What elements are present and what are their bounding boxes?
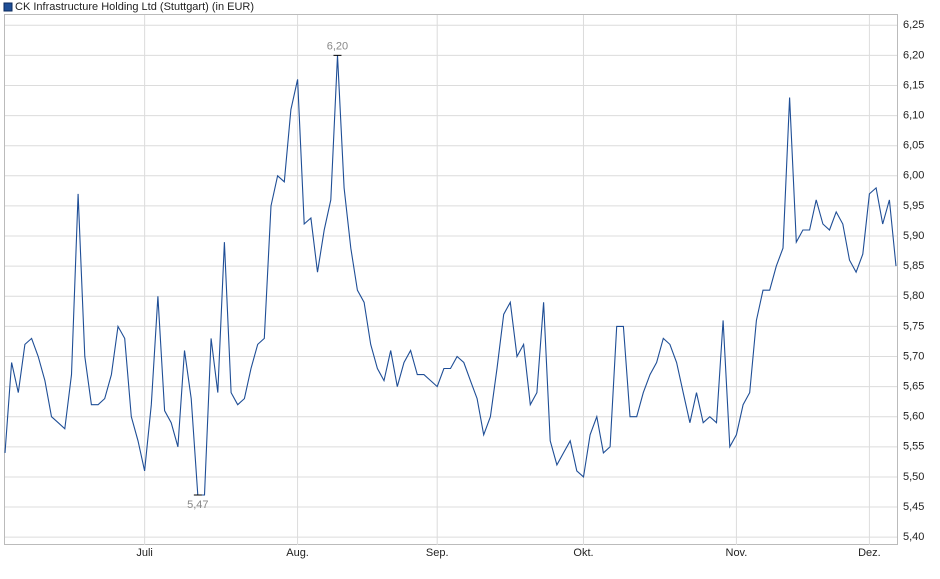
y-tick-label: 5,65 — [903, 381, 924, 393]
chart-title: CK Infrastructure Holding Ltd (Stuttgart… — [15, 1, 254, 13]
y-tick-label: 5,45 — [903, 501, 924, 513]
price-line — [4, 55, 897, 496]
y-tick-label: 6,05 — [903, 140, 924, 152]
y-tick-label: 5,85 — [903, 260, 924, 272]
y-tick-label: 5,95 — [903, 200, 924, 212]
y-tick-label: 6,00 — [903, 170, 924, 182]
x-tick-label: Juli — [136, 547, 153, 559]
y-tick-label: 5,55 — [903, 441, 924, 453]
y-tick-label: 6,15 — [903, 79, 924, 91]
y-tick-label: 6,25 — [903, 19, 924, 31]
extreme-label: 5,47 — [187, 499, 208, 511]
plot-frame — [4, 14, 898, 545]
x-tick-label: Okt. — [573, 547, 593, 559]
y-tick-label: 5,90 — [903, 230, 924, 242]
x-tick-label: Aug. — [286, 547, 309, 559]
y-tick-label: 5,70 — [903, 350, 924, 362]
y-tick-label: 5,75 — [903, 320, 924, 332]
x-tick-label: Nov. — [726, 547, 748, 559]
extreme-label: 6,20 — [327, 40, 348, 52]
x-tick-label: Sep. — [426, 547, 449, 559]
y-tick-label: 6,20 — [903, 49, 924, 61]
y-tick-label: 5,40 — [903, 531, 924, 543]
legend-swatch — [3, 2, 13, 12]
x-tick-label: Dez. — [858, 547, 881, 559]
y-tick-label: 5,50 — [903, 471, 924, 483]
y-tick-label: 5,60 — [903, 411, 924, 423]
y-tick-label: 5,80 — [903, 290, 924, 302]
y-tick-label: 6,10 — [903, 109, 924, 121]
